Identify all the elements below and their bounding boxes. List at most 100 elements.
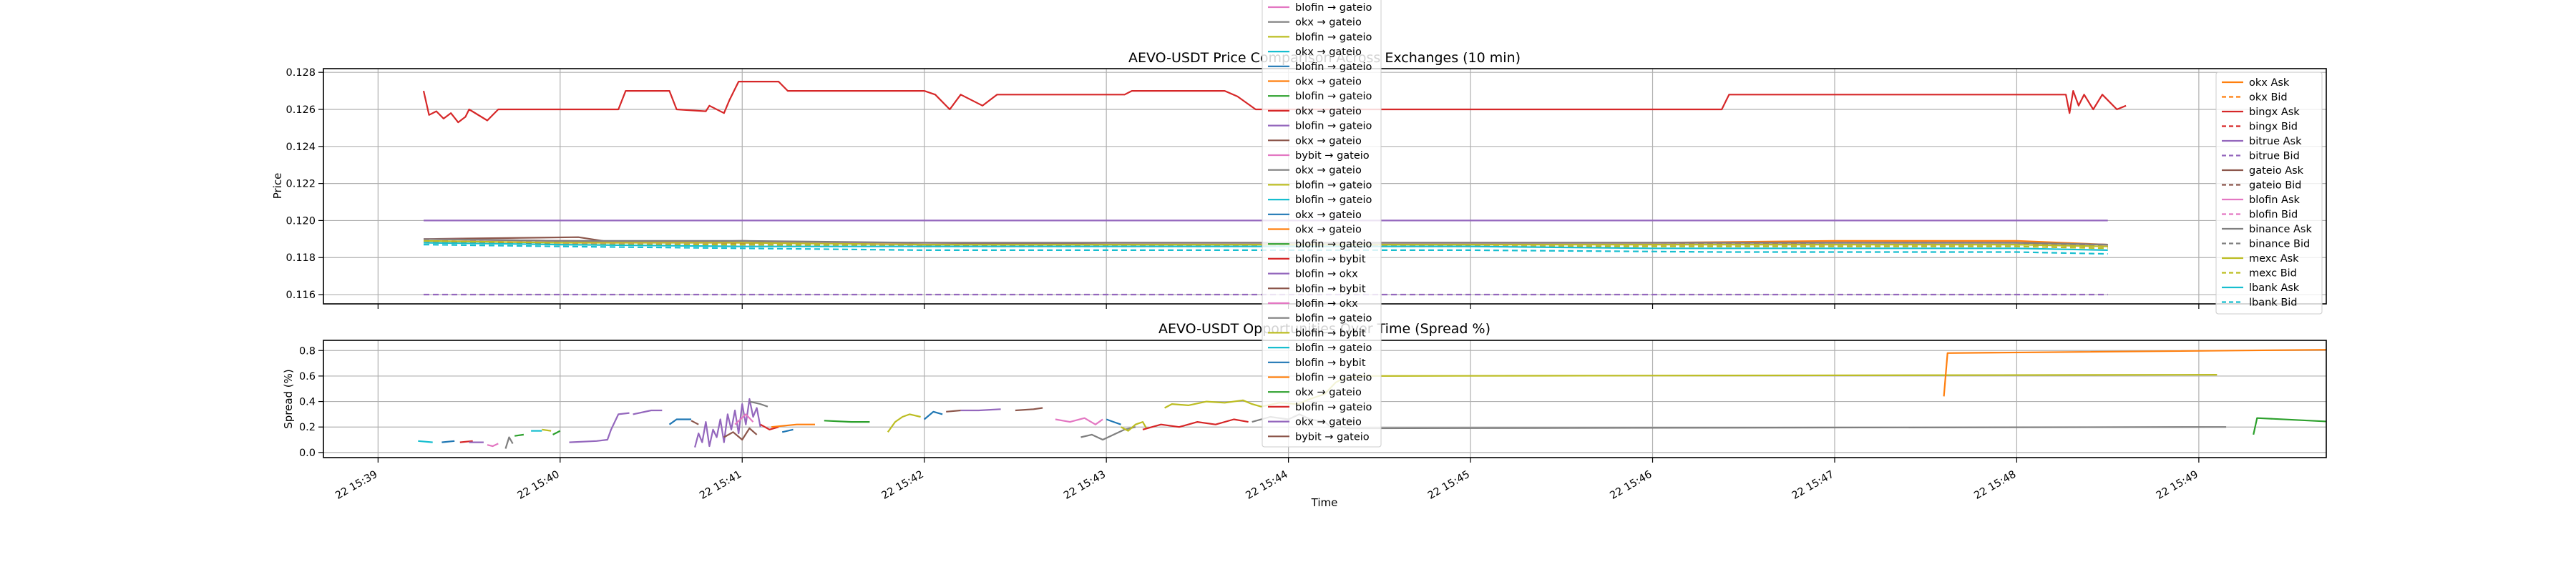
spread-ytick-label: 0.8 [299,345,316,357]
price-legend-entry: binance Bid [2249,239,2310,250]
price-legend-entry: okx Ask [2249,77,2290,89]
spread-x-axis-label: Time [1311,496,1338,509]
spread-legend-entry: blofin → bybit [1295,327,1366,339]
price-legend-entry: bitrue Bid [2249,151,2300,162]
spread-legend-entry: blofin → gateio [1295,239,1372,250]
price-ytick-label: 0.128 [286,67,316,79]
spread-legend-entry: blofin → bybit [1295,283,1366,295]
price-series-lbank-bid [423,244,2108,255]
price-ytick-label: 0.124 [286,142,316,153]
spread-legend-entry: bybit → gateio [1295,431,1370,443]
price-legend-entry: gateio Ask [2249,165,2304,177]
spread-series-segment-34 [1943,349,2326,397]
spread-legend-entry: bybit → gateio [1295,150,1370,162]
spread-legend-entry: blofin → gateio [1295,179,1372,191]
spread-series-segment-23 [923,410,943,420]
price-legend-entry: blofin Bid [2249,209,2298,221]
spread-legend-entry: okx → gateio [1295,77,1362,88]
price-legend-box [2215,72,2323,315]
spread-series-segment-12 [668,418,691,425]
spread-series-segment-5 [504,436,514,449]
price-ytick-label: 0.118 [286,252,316,264]
price-y-axis-label: Price [271,173,284,199]
spread-legend-entry: okx → gateio [1295,106,1362,117]
spread-series-segment-4 [487,443,499,448]
spread-legend-entry: okx → gateio [1295,209,1362,221]
spread-series-segment-16 [734,413,754,425]
spread-legend-entry: blofin → gateio [1295,194,1372,206]
spread-legend-entry: okx → gateio [1295,417,1362,428]
spread-legend-entry: blofin → gateio [1295,402,1372,413]
price-ytick-label: 0.122 [286,179,316,190]
price-legend-entry: mexc Ask [2249,253,2299,265]
price-legend-entry: lbank Bid [2249,297,2298,309]
price-legend-entry: okx Bid [2249,92,2288,104]
price-legend: okx Ask okx Bid bingx Ask bingx Bid bitrue A… [2215,72,2323,315]
spread-series-segment-26 [1015,407,1043,412]
spread-legend-entry: blofin → okx [1295,269,1358,280]
spread-series-segment-17 [749,400,769,408]
spread-legend-entry: okx → gateio [1295,46,1362,58]
price-legend-entry: bingx Bid [2249,122,2298,133]
spread-legend-entry: okx → gateio [1295,165,1362,177]
spread-series-segment-19 [771,423,815,428]
spread-series-segment-8 [542,428,552,432]
spread-legend-entry: blofin → gateio [1295,2,1372,14]
price-ytick-label: 0.126 [286,104,316,116]
price-series-lines [422,81,2127,296]
price-legend-entry: blofin Ask [2249,194,2301,206]
spread-series-segment-2 [459,440,473,443]
spread-legend-entry: blofin → gateio [1295,342,1372,354]
price-legend-entry: bitrue Ask [2249,136,2302,147]
spread-series-segment-9 [552,430,561,435]
spread-series-segment-1 [441,440,455,443]
spread-legend-box [1262,0,1382,448]
spread-legend-entry: blofin → gateio [1295,61,1372,73]
spread-ytick-label: 0.0 [299,448,316,459]
price-legend-entry: bingx Ask [2249,107,2300,118]
spread-series-segment-20 [781,428,794,433]
spread-series-segment-27 [1055,417,1103,425]
spread-series-segment-10 [569,412,630,443]
spread-series-segment-24 [946,409,961,413]
price-ytick-label: 0.116 [286,290,316,301]
price-y-ticks: 0.116 0.118 0.120 0.122 0.124 0.126 0.128 [286,67,323,301]
spread-legend-entry: blofin → gateio [1295,31,1372,43]
spread-series-segment-15 [723,427,758,441]
spread-legend-entry: okx → gateio [1295,135,1362,147]
spread-series-segment-14 [694,398,761,448]
spread-legend-entry: blofin → gateio [1295,313,1372,325]
spread-ytick-label: 0.2 [299,422,316,433]
spread-series-segment-29 [1106,418,1121,425]
spread-y-ticks: 0.0 0.2 0.4 0.6 0.8 [299,345,323,459]
price-legend-entry: mexc Bid [2249,268,2297,280]
spread-legend-entry: blofin → okx [1295,298,1358,310]
spread-ytick-label: 0.6 [299,371,316,383]
spread-legend: blofin → gateio okx → gateio blofin → gate… [1262,0,1382,448]
spread-series-segment-21 [824,420,870,423]
price-series-mexc-bid [423,242,2108,250]
spread-legend-entry: blofin → gateio [1295,373,1372,384]
price-legend-entry: lbank Ask [2249,282,2300,294]
spread-series-segment-13 [691,420,699,425]
spread-series-segment-11 [633,409,663,415]
spread-ytick-label: 0.4 [299,397,316,408]
spread-series-segment-30 [1120,421,1148,432]
spread-legend-entry: blofin → bybit [1295,254,1366,265]
price-series-bingx-ask [422,81,2127,124]
price-legend-entry: binance Ask [2249,224,2312,235]
spread-series-segment-35 [2253,417,2326,435]
price-ytick-label: 0.120 [286,215,316,227]
spread-series-segment-31 [1142,418,1249,430]
spread-legend-entry: okx → gateio [1295,387,1362,398]
spread-series-segment-0 [418,440,433,443]
spread-legend-entry: blofin → bybit [1295,358,1366,369]
price-legend-entry: gateio Bid [2249,180,2301,192]
spread-series-segment-18 [760,423,779,430]
spread-legend-entry: okx → gateio [1295,225,1362,236]
spread-series-segment-22 [887,413,921,433]
spread-series-segment-25 [960,408,1001,412]
spread-legend-entry: okx → gateio [1295,17,1362,29]
spread-legend-entry: blofin → gateio [1295,91,1372,102]
